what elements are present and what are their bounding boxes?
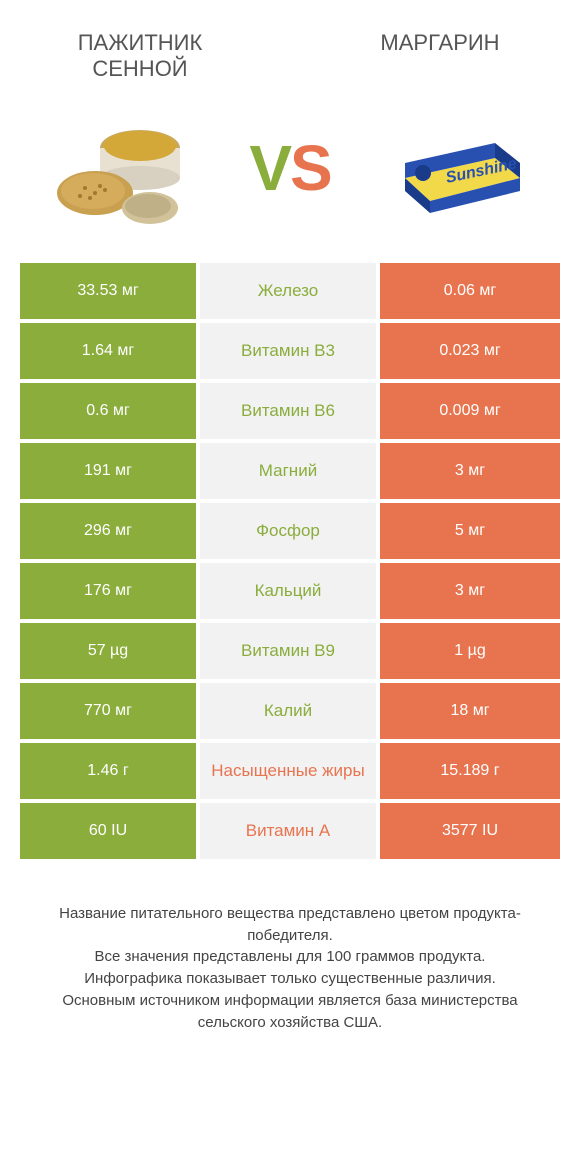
footer-line-2: Все значения представлены для 100 граммо… bbox=[30, 946, 550, 968]
vs-label: VS bbox=[249, 131, 330, 205]
right-product-image: Sunshine bbox=[380, 103, 540, 233]
left-value: 1.64 мг bbox=[20, 323, 200, 379]
images-row: VS Sunshine bbox=[0, 93, 580, 263]
footer-line-3: Инфографика показывает только существенн… bbox=[30, 968, 550, 990]
nutrient-row: 1.64 мг Витамин B3 0.023 мг bbox=[20, 323, 560, 383]
left-value: 57 µg bbox=[20, 623, 200, 679]
left-value: 176 мг bbox=[20, 563, 200, 619]
right-value: 1 µg bbox=[380, 623, 560, 679]
left-product-image bbox=[40, 103, 200, 233]
nutrient-label: Калий bbox=[200, 683, 380, 739]
nutrient-row: 191 мг Магний 3 мг bbox=[20, 443, 560, 503]
header: ПАЖИТНИК СЕННОЙ МАРГАРИН bbox=[0, 0, 580, 93]
nutrient-label: Витамин B9 bbox=[200, 623, 380, 679]
nutrient-label-text: Магний bbox=[259, 461, 317, 481]
footer-line-4: Основным источником информации является … bbox=[30, 990, 550, 1034]
right-product-title: МАРГАРИН bbox=[350, 30, 530, 56]
nutrient-label: Кальций bbox=[200, 563, 380, 619]
nutrient-label: Магний bbox=[200, 443, 380, 499]
margarine-icon: Sunshine bbox=[385, 113, 535, 223]
nutrient-row: 770 мг Калий 18 мг bbox=[20, 683, 560, 743]
right-value: 0.023 мг bbox=[380, 323, 560, 379]
footer-line-1: Название питательного вещества представл… bbox=[30, 903, 550, 947]
fenugreek-icon bbox=[45, 108, 195, 228]
right-value: 0.009 мг bbox=[380, 383, 560, 439]
nutrient-row: 33.53 мг Железо 0.06 мг bbox=[20, 263, 560, 323]
left-value: 1.46 г bbox=[20, 743, 200, 799]
right-value: 18 мг bbox=[380, 683, 560, 739]
vs-v-letter: V bbox=[249, 132, 290, 204]
right-value: 5 мг bbox=[380, 503, 560, 559]
left-value: 191 мг bbox=[20, 443, 200, 499]
right-value: 3 мг bbox=[380, 563, 560, 619]
right-value: 3 мг bbox=[380, 443, 560, 499]
nutrient-row: 1.46 г Насыщенные жиры 15.189 г bbox=[20, 743, 560, 803]
left-product-title: ПАЖИТНИК СЕННОЙ bbox=[50, 30, 230, 83]
nutrient-row: 296 мг Фосфор 5 мг bbox=[20, 503, 560, 563]
nutrient-label-text: Кальций bbox=[255, 581, 322, 601]
right-value: 15.189 г bbox=[380, 743, 560, 799]
nutrient-label-text: Фосфор bbox=[256, 521, 320, 541]
vs-s-letter: S bbox=[290, 132, 331, 204]
nutrient-label: Насыщенные жиры bbox=[200, 743, 380, 799]
nutrient-label-text: Калий bbox=[264, 701, 312, 721]
nutrient-label: Железо bbox=[200, 263, 380, 319]
nutrient-row: 176 мг Кальций 3 мг bbox=[20, 563, 560, 623]
left-value: 33.53 мг bbox=[20, 263, 200, 319]
nutrient-label-text: Витамин B6 bbox=[241, 401, 335, 421]
left-value: 0.6 мг bbox=[20, 383, 200, 439]
right-value: 0.06 мг bbox=[380, 263, 560, 319]
nutrient-label: Витамин B3 bbox=[200, 323, 380, 379]
nutrient-label-text: Железо bbox=[258, 281, 318, 301]
nutrient-label-text: Насыщенные жиры bbox=[211, 761, 364, 781]
nutrient-row: 0.6 мг Витамин B6 0.009 мг bbox=[20, 383, 560, 443]
nutrient-label-text: Витамин B3 bbox=[241, 341, 335, 361]
left-value: 296 мг bbox=[20, 503, 200, 559]
nutrient-label: Фосфор bbox=[200, 503, 380, 559]
right-value: 3577 IU bbox=[380, 803, 560, 859]
nutrient-label: Витамин B6 bbox=[200, 383, 380, 439]
nutrient-table: 33.53 мг Железо 0.06 мг 1.64 мг Витамин B3 0.… bbox=[0, 263, 580, 863]
nutrient-label-text: Витамин B9 bbox=[241, 641, 335, 661]
left-value: 60 IU bbox=[20, 803, 200, 859]
nutrient-label-text: Витамин A bbox=[246, 821, 331, 841]
left-value: 770 мг bbox=[20, 683, 200, 739]
nutrient-row: 57 µg Витамин B9 1 µg bbox=[20, 623, 560, 683]
nutrient-label: Витамин A bbox=[200, 803, 380, 859]
footer-notes: Название питательного вещества представл… bbox=[0, 863, 580, 1034]
nutrient-row: 60 IU Витамин A 3577 IU bbox=[20, 803, 560, 863]
